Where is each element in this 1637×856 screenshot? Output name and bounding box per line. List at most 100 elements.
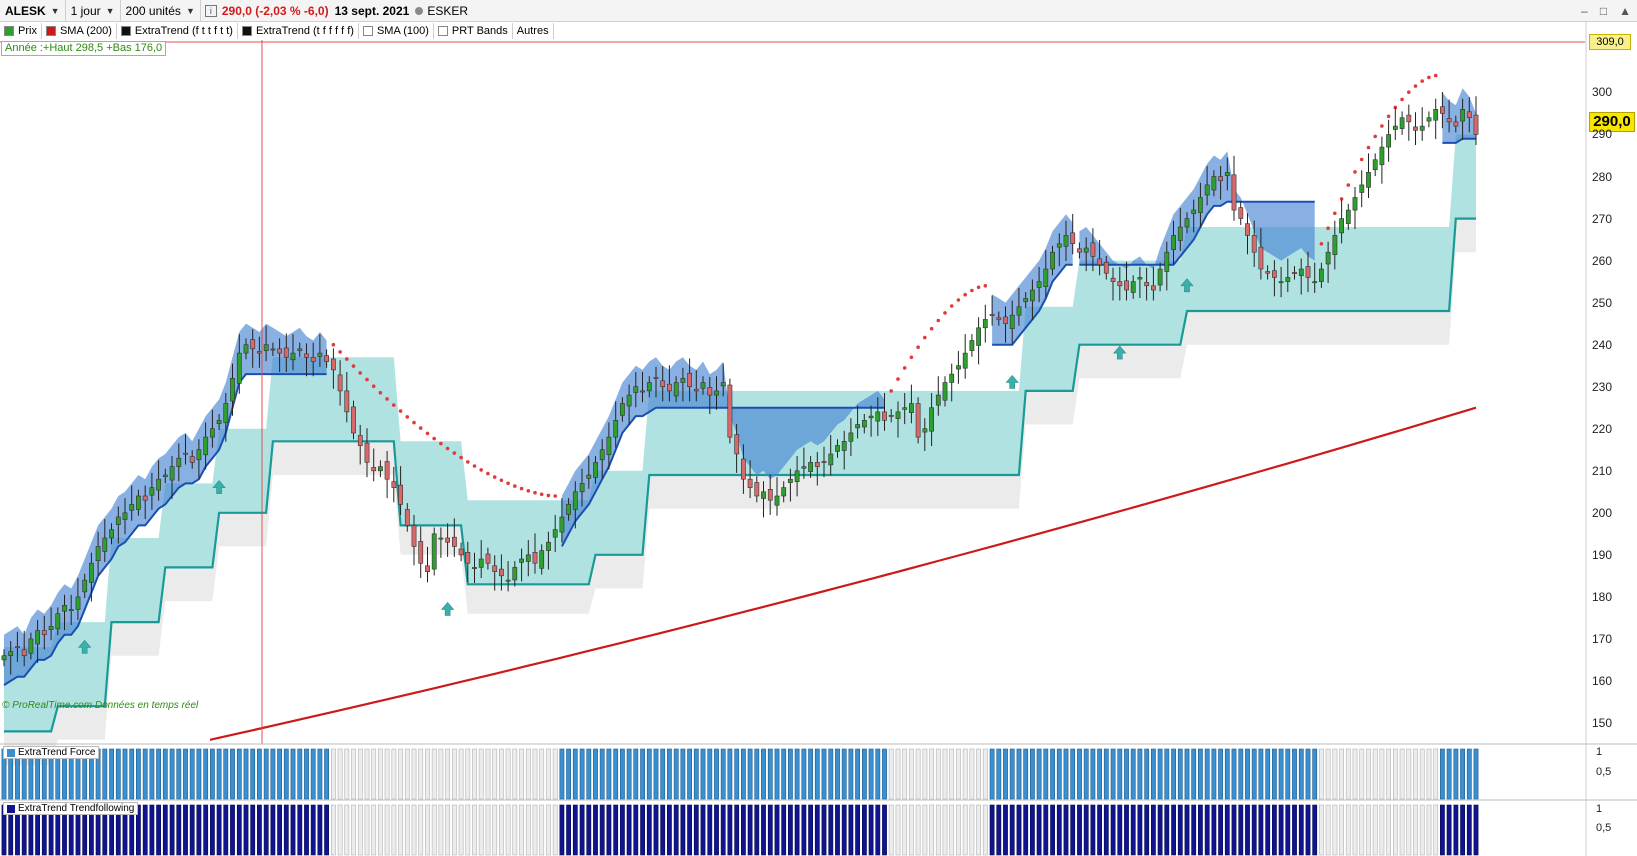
red-dot [1380,124,1384,128]
force-bar [243,748,249,800]
force-bar [1460,748,1465,800]
red-dot [909,355,914,360]
bull-candle [28,638,34,654]
red-dot [466,460,470,464]
info-icon[interactable]: i [204,4,217,17]
legend-swatch [4,26,14,36]
bull-candle [519,558,524,563]
force-bar [1157,748,1163,800]
legend-swatch [437,26,448,36]
bull-candle [196,449,202,461]
bear-candle [371,467,377,472]
bull-candle [35,630,40,645]
bear-candle [21,649,27,656]
bear-candle [1151,285,1156,291]
trend-bar [525,804,531,856]
legend-item-sma100[interactable]: SMA (100) [359,23,434,39]
trend-bar [371,804,377,856]
bull-candle [949,373,955,383]
trend-bar [956,804,961,856]
bull-candle [982,319,988,329]
bull-candle [646,382,652,392]
force-bar [687,748,692,800]
legend-item-extratrend-2[interactable]: ExtraTrend (t f f f f f) [238,23,359,39]
price-axis-tick: 150 [1592,715,1613,730]
red-dot [331,342,336,347]
price-axis-tick: 280 [1592,169,1613,184]
bear-candle [754,482,760,497]
bull-candle [223,403,229,424]
force-bar [1231,748,1237,800]
collapse-button[interactable]: ▲ [1619,4,1631,18]
bear-candle [492,565,498,572]
bear-candle [41,630,47,635]
grey-band-area [4,218,1476,766]
bear-candle [451,536,457,547]
bull-candle [606,436,612,456]
force-bar [418,748,424,800]
bull-candle [1083,247,1089,253]
trend-bar [660,804,666,856]
force-bar [740,748,746,800]
red-dot [1346,183,1351,187]
trend-bar [902,804,908,856]
minimize-button[interactable]: – [1581,4,1588,18]
force-bar [1325,748,1331,800]
trend-bar [418,804,424,856]
bear-candle [814,462,820,467]
trend-bar [552,804,558,856]
legend-item-extratrend-1[interactable]: ExtraTrend (f t t f t t) [117,23,238,39]
force-bar [498,748,504,800]
panel-label-extratrend-force[interactable]: ExtraTrend Force [3,746,100,759]
trend-bar [1312,804,1318,856]
bull-candle [1204,184,1210,196]
legend-item-prix[interactable]: Prix [0,23,42,39]
legend-item-prt-bands[interactable]: PRT Bands [434,23,513,39]
trend-bar [848,804,854,856]
year-range-box: Année :+Haut 298,5 +Bas 176,0 [1,41,167,56]
legend-label: ExtraTrend (t f f f f f) [255,25,354,37]
red-dot [398,409,403,413]
price-axis-tick: 170 [1592,631,1613,646]
force-bar [895,748,901,800]
blue-band-line [1079,200,1315,266]
legend-item-autres[interactable]: Autres [513,23,554,39]
force-bar [835,748,840,800]
force-bar [1077,748,1082,800]
force-bar [734,748,740,800]
panel-label-extratrend-trendfollowing[interactable]: ExtraTrend Trendfollowing [3,802,139,815]
trend-bar [1473,804,1479,856]
trend-bar [942,804,948,856]
force-bar [976,748,981,800]
up-arrow-icon [1180,278,1194,293]
trend-bar [868,804,874,856]
bear-candle [1103,261,1109,274]
bull-candle [546,541,551,551]
force-bar [613,748,619,800]
symbol-select[interactable]: ALESK ▼ [0,0,66,22]
force-bar [102,748,108,800]
bull-candle [1372,159,1378,171]
force-bar [485,748,491,800]
bull-candle [1312,281,1318,284]
force-bar [230,748,235,800]
red-dot [929,326,934,331]
force-bar [324,748,329,800]
trend-bar [1157,804,1163,856]
trend-bar [727,804,733,856]
trend-bar [646,804,652,856]
units-select[interactable]: 200 unités ▼ [121,0,201,22]
legend-item-sma200[interactable]: SMA (200) [42,23,117,39]
force-bar [552,748,558,800]
bull-candle [95,546,101,562]
trend-bar [1124,804,1129,856]
period-select[interactable]: 1 jour ▼ [66,0,121,22]
trend-bar [304,804,309,856]
panel1-tick-0-5: 0,5 [1596,766,1612,778]
trend-bar [384,804,390,856]
trend-bar [1460,804,1465,856]
maximize-button[interactable]: □ [1599,4,1608,18]
force-bar [1043,748,1049,800]
trend-bar [700,804,706,856]
